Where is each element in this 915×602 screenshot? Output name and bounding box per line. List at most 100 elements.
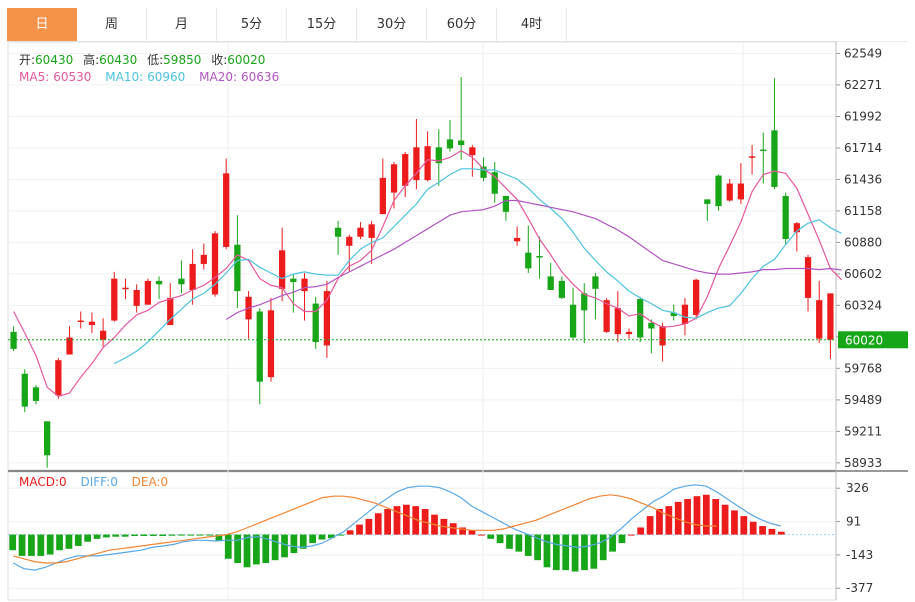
ma10-label: MA10: <box>105 70 143 84</box>
macd-bar <box>571 534 579 572</box>
tab-week[interactable]: 周 <box>77 8 147 41</box>
macd-bar <box>402 504 410 535</box>
macd-bar <box>618 534 626 544</box>
candle-body <box>715 175 722 207</box>
y-tick-label: 62271 <box>844 78 882 92</box>
candle-body <box>44 421 51 456</box>
candle-body <box>211 233 219 295</box>
candle-body <box>592 276 599 289</box>
candle-body <box>558 280 565 298</box>
macd-bar <box>590 534 598 569</box>
macd-bar <box>37 534 45 556</box>
open-label: 开: <box>19 53 35 67</box>
macd-bar <box>28 534 35 556</box>
candle-body <box>312 303 319 343</box>
macd-bar <box>384 508 392 535</box>
candle-body <box>402 154 409 186</box>
macd-bar <box>449 523 457 535</box>
candle-body <box>771 130 778 187</box>
macd-bar <box>18 534 26 556</box>
candle-body <box>648 322 655 329</box>
candle-body <box>603 300 610 332</box>
macd-bar <box>749 521 757 535</box>
candle-body <box>290 278 297 283</box>
close-value: 60020 <box>227 53 265 67</box>
macd-bar <box>365 518 373 535</box>
macd-bar <box>627 534 635 536</box>
candle-body <box>334 227 342 237</box>
macd-bar <box>581 534 588 571</box>
candle-body <box>525 252 532 269</box>
macd-bar <box>768 528 776 535</box>
high-label: 高: <box>83 52 99 67</box>
current-price-label: 60020 <box>845 333 883 347</box>
macd-bar <box>121 534 129 537</box>
macd-bar <box>178 534 185 536</box>
candle-body <box>513 237 521 242</box>
macd-bar <box>149 534 157 536</box>
macd-bar <box>168 534 176 536</box>
y-tick-label: 59211 <box>844 424 882 438</box>
tab-30min[interactable]: 30分 <box>357 8 427 41</box>
macd-bar <box>552 534 560 571</box>
ma20-line <box>225 199 842 320</box>
y-tick-label: 60880 <box>844 235 882 249</box>
candle-body <box>390 164 398 193</box>
tab-5min[interactable]: 5分 <box>217 8 287 41</box>
candle-body <box>458 140 465 146</box>
macd-bar <box>224 534 232 559</box>
ma5-line <box>13 149 843 398</box>
candle-body <box>681 304 689 324</box>
dea-label: DEA: <box>132 475 161 489</box>
macd-bar <box>496 534 504 544</box>
macd-bar <box>103 534 110 538</box>
macd-value: 0 <box>59 475 67 489</box>
candle-body <box>323 291 331 346</box>
tab-day[interactable]: 日 <box>7 8 77 41</box>
macd-bar <box>515 534 523 552</box>
tab-60min[interactable]: 60分 <box>427 8 497 41</box>
macd-bar <box>309 534 317 544</box>
candle-body <box>279 250 286 289</box>
candle-body <box>435 147 442 164</box>
candle-body <box>424 146 431 181</box>
ma5-value: 60530 <box>53 70 91 84</box>
macd-bar <box>346 530 354 535</box>
candle-body <box>637 299 644 338</box>
macd-bar <box>262 534 270 564</box>
open-value: 60430 <box>35 53 73 67</box>
macd-bar <box>112 534 120 537</box>
macd-bar <box>93 534 101 539</box>
candle-body <box>625 331 633 335</box>
tab-15min[interactable]: 15分 <box>287 8 357 41</box>
candle-body <box>491 172 498 194</box>
moving-average-lines <box>13 149 843 398</box>
macd-bar <box>702 494 710 535</box>
candle-body <box>737 183 745 200</box>
macd-bar <box>131 534 138 536</box>
candle-body <box>782 195 789 240</box>
current-price-marker: 60020 <box>8 331 908 349</box>
candle-body <box>346 236 353 246</box>
tab-month[interactable]: 月 <box>147 8 217 41</box>
y-tick-label: 61158 <box>844 204 882 218</box>
candle-body <box>77 320 84 323</box>
candle-body <box>223 173 230 247</box>
macd-bar <box>609 534 616 552</box>
candle-body <box>32 387 40 401</box>
candle-body <box>66 337 73 355</box>
ohlc-legend: 开:60430 高:60430 低:59850 收:60020 <box>19 52 265 67</box>
y-tick-label: 61436 <box>844 172 882 186</box>
macd-bar <box>140 534 148 536</box>
macd-bar <box>684 499 691 535</box>
candle-body <box>122 287 129 290</box>
dea-value: 0 <box>161 475 169 489</box>
candle-body <box>88 321 96 326</box>
macd-bar <box>46 534 54 555</box>
macd-bar <box>562 534 570 571</box>
candle-body <box>267 310 275 378</box>
low-label: 低: <box>147 53 163 67</box>
tab-4hour[interactable]: 4时 <box>497 8 567 41</box>
macd-y-tick-label: -377 <box>846 581 873 595</box>
